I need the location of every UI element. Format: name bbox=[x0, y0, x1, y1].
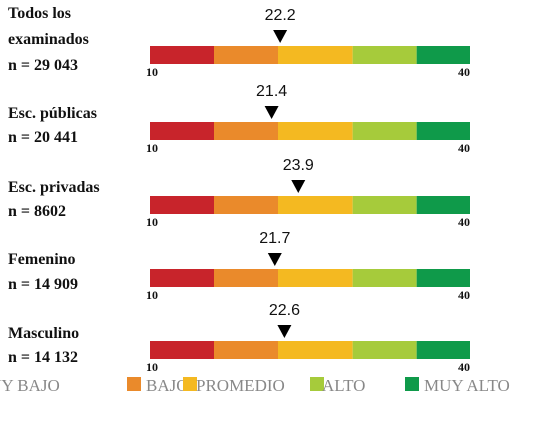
band-segment bbox=[352, 341, 417, 359]
group-label: Esc. privadas bbox=[8, 179, 100, 196]
band-segment bbox=[416, 122, 470, 140]
band-segment bbox=[278, 46, 353, 64]
marker bbox=[291, 180, 306, 193]
group-label: n = 20 441 bbox=[8, 129, 78, 146]
legend-label: ALTO bbox=[322, 376, 365, 395]
band-segment bbox=[150, 341, 214, 359]
value-label: 21.4 bbox=[256, 83, 287, 100]
x-tick-label: 10 bbox=[146, 288, 158, 302]
band-segment bbox=[278, 341, 353, 359]
x-tick-label: 10 bbox=[146, 65, 158, 79]
band-segment bbox=[416, 46, 470, 64]
band-segment bbox=[278, 269, 353, 287]
band-segment bbox=[416, 269, 470, 287]
band-segment bbox=[278, 196, 353, 214]
legend-label: BAJO bbox=[146, 376, 189, 395]
x-tick-label: 40 bbox=[458, 215, 470, 229]
band-segment bbox=[150, 269, 214, 287]
marker bbox=[273, 30, 288, 43]
band-segment bbox=[150, 196, 214, 214]
marker bbox=[264, 106, 279, 119]
group-label: Esc. públicas bbox=[8, 105, 97, 122]
band-segment bbox=[352, 46, 417, 64]
x-tick-label: 40 bbox=[458, 141, 470, 155]
band-segment bbox=[214, 269, 278, 287]
legend-swatch bbox=[127, 377, 141, 391]
band-segment bbox=[214, 341, 278, 359]
legend-label: PROMEDIO bbox=[196, 376, 285, 395]
value-label: 22.6 bbox=[269, 302, 300, 319]
x-tick-label: 10 bbox=[146, 141, 158, 155]
marker bbox=[267, 253, 282, 266]
legend-label: MUY BAJO bbox=[0, 376, 60, 395]
x-tick-label: 40 bbox=[458, 288, 470, 302]
legend-swatch bbox=[405, 377, 419, 391]
band-segment bbox=[352, 122, 417, 140]
legend-swatch bbox=[310, 377, 324, 391]
band-segment bbox=[214, 196, 278, 214]
band-segment bbox=[416, 196, 470, 214]
group-label: n = 29 043 bbox=[8, 57, 78, 74]
band-segment bbox=[278, 122, 353, 140]
group-label: n = 14 909 bbox=[8, 276, 78, 293]
band-segment bbox=[352, 196, 417, 214]
band-segment bbox=[214, 46, 278, 64]
group-label: Masculino bbox=[8, 325, 79, 342]
group-label: Femenino bbox=[8, 251, 76, 268]
x-tick-label: 10 bbox=[146, 215, 158, 229]
band-segment bbox=[150, 46, 214, 64]
value-label: 22.2 bbox=[265, 7, 296, 24]
value-label: 23.9 bbox=[283, 157, 314, 174]
group-label: n = 14 132 bbox=[8, 349, 78, 366]
marker bbox=[277, 325, 292, 338]
band-segment bbox=[214, 122, 278, 140]
band-segment bbox=[352, 269, 417, 287]
legend-label: MUY ALTO bbox=[424, 376, 510, 395]
band-segment bbox=[150, 122, 214, 140]
value-label: 21.7 bbox=[259, 230, 290, 247]
x-tick-label: 40 bbox=[458, 65, 470, 79]
band-segment bbox=[416, 341, 470, 359]
group-label: examinados bbox=[8, 31, 89, 48]
x-tick-label: 10 bbox=[146, 360, 158, 374]
x-tick-label: 40 bbox=[458, 360, 470, 374]
legend-swatch bbox=[183, 377, 197, 391]
group-label: n = 8602 bbox=[8, 203, 66, 220]
group-label: Todos los bbox=[8, 5, 71, 22]
